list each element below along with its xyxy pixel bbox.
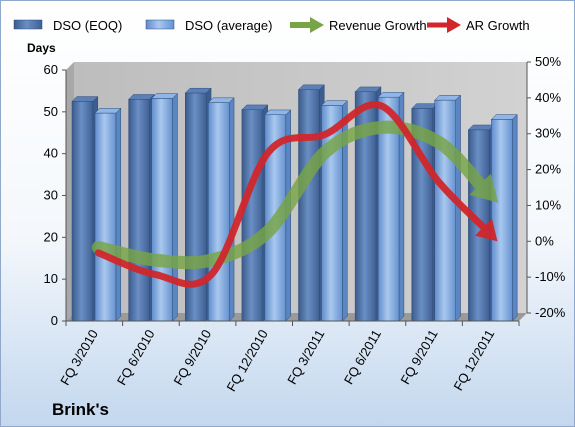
- ar-growth-line: [94, 101, 498, 288]
- bar-dso-eoq: [71, 95, 99, 322]
- legend-item: DSO (average): [145, 18, 272, 33]
- ar-growth-line-arrowhead: [474, 218, 498, 242]
- footer-label: Brink's: [52, 400, 109, 419]
- ar-growth-line-path: [94, 101, 487, 288]
- right-tick-label: 50%: [535, 54, 561, 69]
- legend-label: Revenue Growth: [329, 18, 427, 33]
- revenue-growth-line-path: [91, 120, 487, 270]
- left-tick-label: 60: [44, 62, 58, 77]
- legend: DSO (EOQ) DSO (average) Revenue Growth AR G…: [13, 17, 530, 33]
- bar-dso-average: [434, 94, 462, 322]
- bar-dso-average: [151, 93, 179, 322]
- revenue-growth-line: [91, 120, 499, 270]
- right-tick-label: 30%: [535, 126, 561, 141]
- legend-swatch: [145, 19, 175, 30]
- right-tick-label: -20%: [535, 305, 566, 320]
- legend-swatch: [13, 19, 43, 30]
- legend-label: DSO (average): [185, 18, 272, 33]
- bar-group: [71, 84, 518, 322]
- right-tick-label: -10%: [535, 269, 566, 284]
- legend-item: Revenue Growth: [290, 17, 427, 33]
- bar-dso-eoq: [128, 93, 156, 322]
- legend-label: DSO (EOQ): [53, 18, 122, 33]
- bar-dso-average: [490, 113, 518, 322]
- right-tick-label: 0%: [535, 233, 554, 248]
- right-tick-label: 20%: [535, 162, 561, 177]
- legend-label: AR Growth: [466, 18, 530, 33]
- legend-item: AR Growth: [427, 17, 530, 33]
- right-tick-label: 40%: [535, 90, 561, 105]
- legend-item: DSO (EOQ): [13, 18, 122, 33]
- left-tick-label: 0: [51, 313, 58, 328]
- growth-lines: [91, 101, 499, 288]
- legend-arrowhead: [447, 17, 461, 33]
- bar-dso-average: [94, 107, 122, 322]
- left-tick-label: 10: [44, 271, 58, 286]
- revenue-growth-line-arrowhead: [469, 173, 499, 203]
- bar-dso-eoq: [241, 104, 269, 322]
- right-tick-label: 10%: [535, 197, 561, 212]
- bar-dso-eoq: [297, 84, 325, 322]
- left-axis: 0 10 20 30 40 50 60: [44, 62, 67, 328]
- left-axis-title: Days: [27, 41, 56, 55]
- left-tick-label: 20: [44, 229, 58, 244]
- bar-dso-average: [207, 97, 235, 322]
- left-tick-label: 50: [44, 104, 58, 119]
- bar-dso-average: [377, 91, 405, 322]
- right-axis: -20% -10% 0% 10% 20% 30% 40% 50%: [526, 54, 566, 320]
- left-tick-label: 30: [44, 188, 58, 203]
- legend-arrowhead: [310, 17, 324, 33]
- left-tick-label: 40: [44, 146, 58, 161]
